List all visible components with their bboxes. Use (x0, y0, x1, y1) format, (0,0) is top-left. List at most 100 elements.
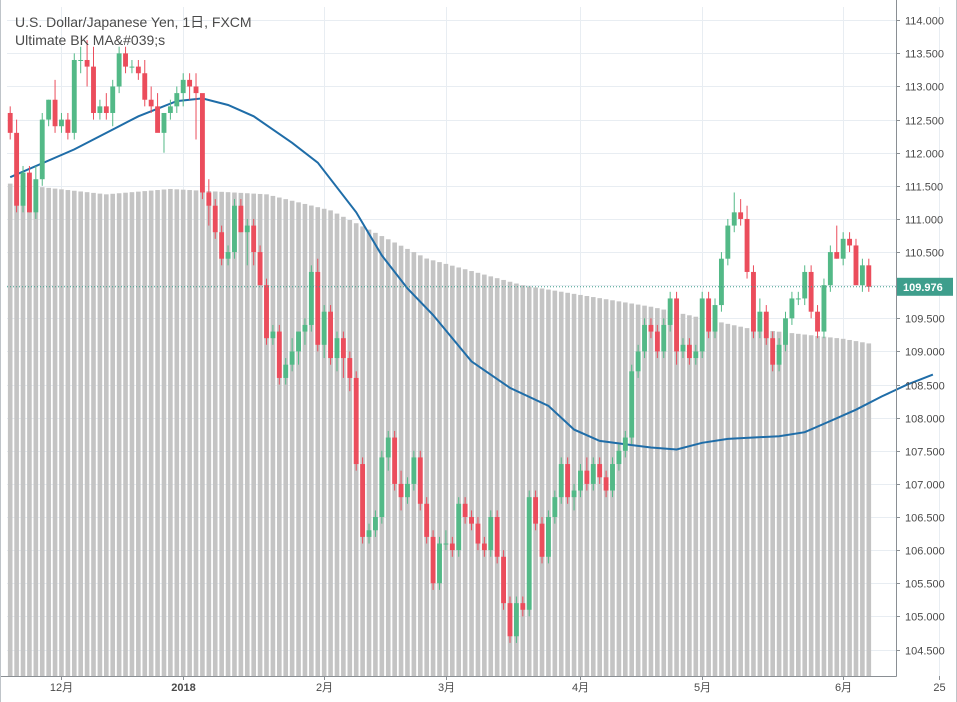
candle-body (167, 106, 173, 113)
candle-body (686, 344, 692, 359)
candle-body (718, 258, 724, 306)
x-tick-label: 4月 (572, 682, 589, 694)
candle-body (808, 271, 814, 312)
candle-body (103, 106, 109, 113)
candle-body (14, 132, 20, 206)
candle-body (372, 517, 378, 531)
candle-body (635, 351, 641, 372)
volume-bar (398, 245, 404, 676)
candle-body (475, 523, 481, 544)
candle-body (385, 437, 391, 458)
y-tick-label: 104.500 (905, 646, 945, 658)
candle-body (507, 603, 513, 637)
volume-bar (712, 320, 718, 676)
volume-bar (321, 208, 327, 677)
volume-bar (808, 335, 814, 676)
candle-body (488, 517, 494, 551)
y-tick-label: 105.500 (905, 579, 945, 591)
volume-bar (187, 190, 192, 677)
volume-bar (674, 312, 679, 676)
volume-bar (776, 331, 782, 676)
volume-bar (315, 207, 321, 676)
x-tick-label: 25 (933, 682, 945, 694)
volume-bar (667, 310, 673, 676)
candle-body (110, 86, 116, 113)
candles (7, 40, 872, 643)
candle-body (219, 232, 225, 259)
last-price-tag (897, 277, 953, 296)
y-tick-label: 112.000 (905, 149, 944, 161)
candle-body (578, 470, 583, 491)
candle-body (706, 298, 712, 332)
candle-body (257, 252, 263, 286)
candle-body (155, 106, 161, 133)
volume-bar (283, 199, 289, 677)
candle-body (616, 450, 622, 465)
volume-bar (623, 302, 628, 676)
volume-bar (251, 193, 256, 677)
candle-body (847, 238, 853, 246)
candle-body (834, 252, 840, 259)
candle-body (712, 305, 718, 332)
candle-body (776, 344, 782, 365)
volume-bar (840, 338, 846, 676)
volume-bar (373, 232, 378, 676)
candle-body (392, 437, 398, 484)
volume-bar (763, 330, 769, 676)
candle-body (315, 271, 321, 345)
candle-body (78, 59, 84, 61)
candle-body (65, 119, 71, 133)
candle-body (533, 497, 539, 524)
candle-body (610, 464, 615, 491)
candle-body (123, 53, 128, 67)
candle-body (827, 252, 833, 286)
volume-bar (482, 274, 487, 676)
volume-bar (84, 192, 90, 676)
candle-body (302, 324, 308, 332)
volume-bar (693, 316, 699, 676)
candle-body (405, 483, 410, 498)
volume-bar (629, 303, 635, 676)
volume-bar (719, 322, 724, 676)
candle-body (417, 457, 423, 504)
volume-bar (296, 202, 301, 676)
candle-body (238, 205, 244, 233)
candle-body (398, 483, 404, 498)
volume-bar (437, 262, 442, 676)
volume-bar (7, 183, 13, 676)
volume-bar (110, 193, 116, 677)
volume-bar (244, 193, 250, 676)
candle-body (770, 338, 776, 365)
candle-body (622, 437, 628, 451)
volume-bar (123, 192, 128, 676)
volume-bar (302, 203, 308, 676)
volume-bar (168, 188, 173, 676)
candle-body (642, 324, 647, 352)
candle-body (161, 112, 167, 133)
y-tick-label: 110.500 (905, 248, 944, 260)
candle-body (353, 377, 359, 465)
candle-body (46, 99, 52, 120)
candle-body (815, 311, 820, 332)
volume-bar (860, 342, 865, 676)
volume-bar (65, 190, 71, 677)
candle-body (244, 225, 250, 233)
volume-bar (706, 319, 711, 676)
volume-bar (52, 188, 58, 676)
candle-body (757, 311, 763, 332)
indicator-label: Ultimate BK MA&#039;s (15, 32, 166, 48)
y-tick-label: 111.500 (905, 182, 943, 194)
volume-bar (174, 189, 180, 676)
volume-bar (789, 333, 795, 676)
candle-body (308, 271, 314, 325)
candle-body (667, 298, 673, 325)
volume-bar (456, 267, 462, 676)
candle-body (558, 464, 564, 498)
candle-body (680, 344, 686, 352)
candle-body (661, 324, 667, 352)
candle-body (481, 543, 487, 551)
volume-bar (635, 304, 641, 676)
volume-bar (501, 279, 506, 676)
volume-bar (257, 193, 263, 676)
